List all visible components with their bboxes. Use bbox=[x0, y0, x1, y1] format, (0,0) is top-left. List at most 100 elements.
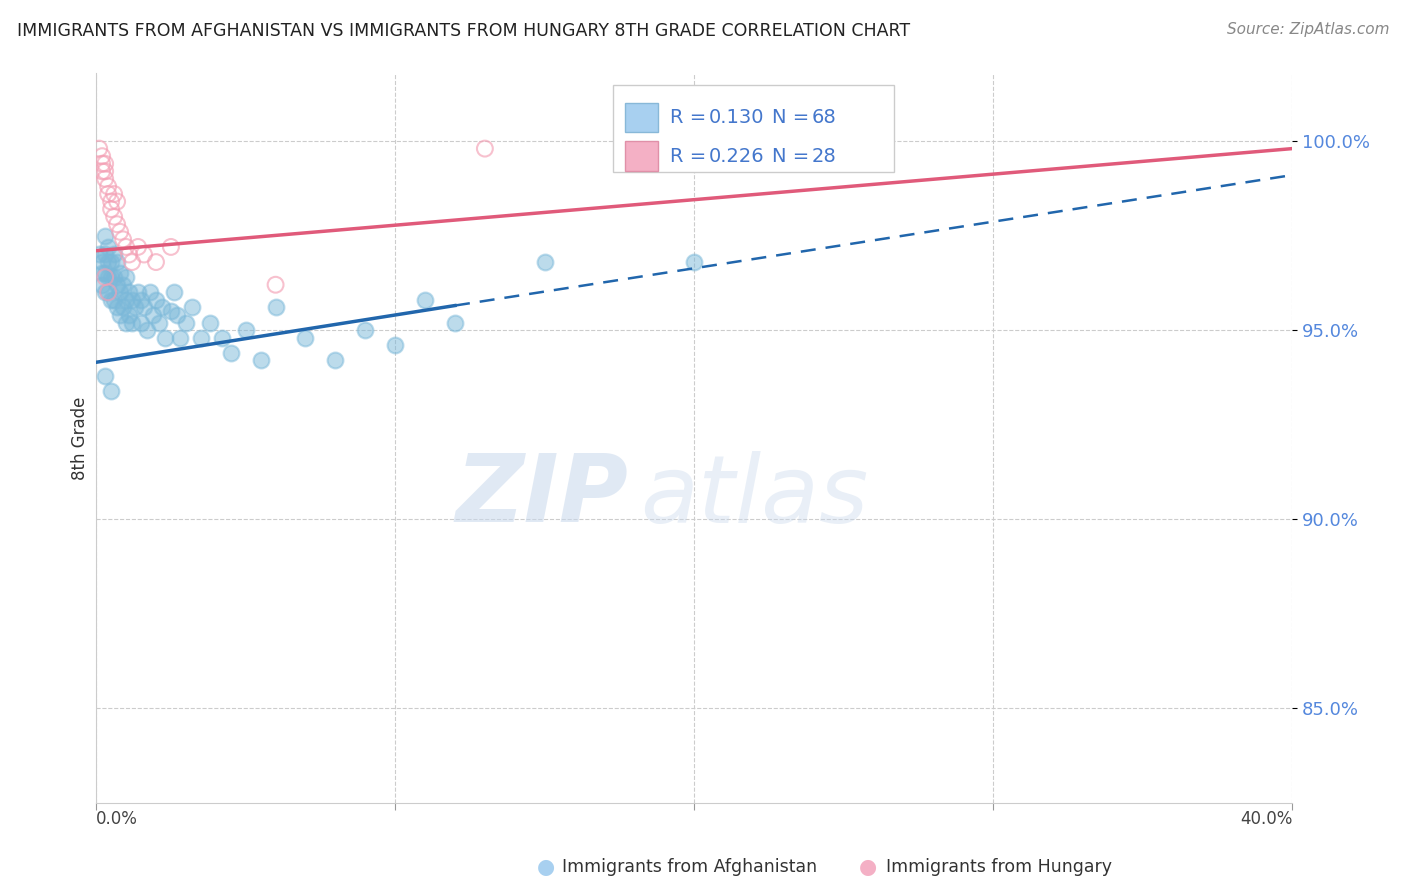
Point bbox=[105, 301, 128, 315]
Point bbox=[129, 316, 152, 330]
Text: 68: 68 bbox=[811, 108, 837, 127]
Point bbox=[112, 232, 135, 246]
Point bbox=[91, 277, 114, 292]
Point bbox=[97, 270, 120, 285]
Point bbox=[100, 255, 122, 269]
Text: 0.130: 0.130 bbox=[709, 108, 763, 127]
Point bbox=[100, 270, 122, 285]
Text: IMMIGRANTS FROM AFGHANISTAN VS IMMIGRANTS FROM HUNGARY 8TH GRADE CORRELATION CHA: IMMIGRANTS FROM AFGHANISTAN VS IMMIGRANT… bbox=[17, 22, 910, 40]
Point bbox=[132, 247, 155, 261]
Text: R =: R = bbox=[671, 108, 713, 127]
Point bbox=[124, 301, 146, 315]
Y-axis label: 8th Grade: 8th Grade bbox=[72, 396, 89, 480]
Point bbox=[105, 217, 128, 231]
Point bbox=[325, 353, 347, 368]
Point bbox=[153, 331, 176, 345]
Point bbox=[105, 255, 128, 269]
Point bbox=[180, 301, 202, 315]
Text: N =: N = bbox=[772, 146, 815, 166]
Point bbox=[145, 255, 167, 269]
Point bbox=[100, 293, 122, 307]
Point bbox=[89, 247, 111, 261]
Point bbox=[160, 304, 183, 318]
Point bbox=[94, 172, 117, 186]
Point bbox=[413, 293, 436, 307]
FancyBboxPatch shape bbox=[624, 142, 658, 170]
Point bbox=[174, 316, 197, 330]
Point bbox=[264, 301, 287, 315]
Point bbox=[121, 255, 143, 269]
Point bbox=[115, 293, 138, 307]
Point bbox=[94, 247, 117, 261]
Point bbox=[103, 293, 125, 307]
Point bbox=[91, 267, 114, 281]
Text: atlas: atlas bbox=[640, 450, 869, 541]
Point bbox=[235, 323, 257, 337]
Point bbox=[91, 164, 114, 178]
Point bbox=[108, 285, 131, 300]
Point bbox=[190, 331, 212, 345]
Point bbox=[115, 240, 138, 254]
Point bbox=[160, 240, 183, 254]
Point bbox=[384, 338, 406, 352]
Point bbox=[129, 293, 152, 307]
Point bbox=[127, 285, 149, 300]
Point bbox=[97, 255, 120, 269]
Point bbox=[169, 331, 191, 345]
Point bbox=[294, 331, 316, 345]
Point bbox=[103, 270, 125, 285]
Point bbox=[108, 225, 131, 239]
Point bbox=[533, 255, 555, 269]
Point bbox=[94, 285, 117, 300]
Text: Source: ZipAtlas.com: Source: ZipAtlas.com bbox=[1226, 22, 1389, 37]
Text: Immigrants from Hungary: Immigrants from Hungary bbox=[886, 858, 1112, 876]
Point bbox=[97, 285, 120, 300]
Text: N =: N = bbox=[772, 108, 815, 127]
Point bbox=[264, 277, 287, 292]
Point bbox=[136, 323, 159, 337]
Point bbox=[97, 179, 120, 194]
Point bbox=[100, 194, 122, 209]
Text: ●: ● bbox=[859, 857, 877, 877]
Point bbox=[219, 346, 242, 360]
Point bbox=[198, 316, 221, 330]
Point bbox=[211, 331, 233, 345]
Point bbox=[103, 186, 125, 201]
Point bbox=[91, 255, 114, 269]
Point bbox=[683, 255, 706, 269]
Point bbox=[121, 316, 143, 330]
Text: 0.226: 0.226 bbox=[709, 146, 765, 166]
Text: Immigrants from Afghanistan: Immigrants from Afghanistan bbox=[562, 858, 817, 876]
Point bbox=[103, 247, 125, 261]
Point bbox=[354, 323, 377, 337]
Point bbox=[148, 316, 170, 330]
Point bbox=[97, 285, 120, 300]
Point bbox=[132, 301, 155, 315]
Point bbox=[163, 285, 186, 300]
Point bbox=[112, 277, 135, 292]
Point bbox=[444, 316, 467, 330]
Point bbox=[150, 301, 173, 315]
Text: ZIP: ZIP bbox=[456, 450, 628, 542]
Point bbox=[97, 240, 120, 254]
Point bbox=[91, 149, 114, 163]
Text: 28: 28 bbox=[811, 146, 837, 166]
Point bbox=[121, 293, 143, 307]
Text: 0.0%: 0.0% bbox=[96, 811, 138, 829]
Point bbox=[108, 267, 131, 281]
Point bbox=[118, 308, 141, 322]
Point bbox=[118, 285, 141, 300]
Point bbox=[94, 270, 117, 285]
Point bbox=[94, 267, 117, 281]
Point bbox=[145, 293, 167, 307]
Point bbox=[115, 316, 138, 330]
Point bbox=[97, 186, 120, 201]
Point bbox=[94, 228, 117, 243]
Point bbox=[94, 164, 117, 178]
Point bbox=[105, 277, 128, 292]
Point bbox=[118, 247, 141, 261]
FancyBboxPatch shape bbox=[613, 86, 894, 171]
Point bbox=[139, 285, 162, 300]
Text: ●: ● bbox=[537, 857, 555, 877]
Point bbox=[127, 240, 149, 254]
